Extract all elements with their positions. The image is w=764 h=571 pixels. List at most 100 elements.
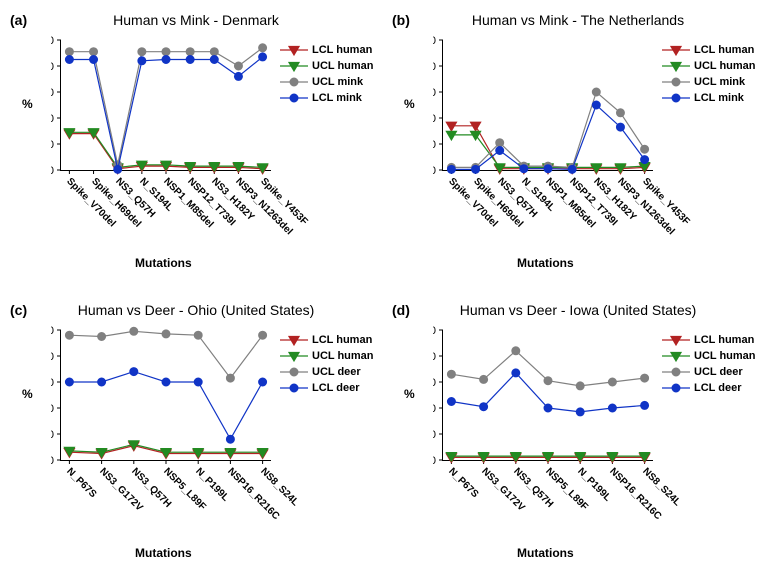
- ytick-label: 80: [51, 61, 54, 73]
- legend-swatch: [280, 90, 308, 106]
- ytick-label: 0: [51, 455, 54, 467]
- xtick-label: N_P67S: [65, 466, 99, 500]
- legend-item: LCL mink: [280, 90, 374, 106]
- panel-title: Human vs Deer - Ohio (United States): [10, 302, 382, 318]
- legend-swatch: [280, 364, 308, 380]
- legend-item: LCL deer: [280, 380, 374, 396]
- legend-swatch: [280, 380, 308, 396]
- chart-panel: (a) Human vs Mink - Denmark 020406080100…: [10, 8, 382, 278]
- legend-swatch: [662, 58, 690, 74]
- legend-item: LCL deer: [662, 380, 756, 396]
- legend-item: LCL human: [662, 42, 756, 58]
- ytick-label: 60: [433, 87, 436, 99]
- x-axis-label: Mutations: [517, 546, 574, 560]
- legend-swatch: [662, 90, 690, 106]
- legend-label: UCL deer: [312, 366, 361, 378]
- panel-title: Human vs Deer - Iowa (United States): [392, 302, 764, 318]
- legend-label: LCL deer: [694, 382, 741, 394]
- ytick-label: 80: [433, 351, 436, 363]
- legend-swatch: [662, 364, 690, 380]
- legend-label: LCL human: [694, 334, 754, 346]
- ytick-label: 0: [433, 455, 436, 467]
- legend-item: LCL human: [662, 332, 756, 348]
- legend-label: LCL deer: [312, 382, 359, 394]
- ytick-label: 20: [433, 139, 436, 151]
- x-labels: Spike_V70delSpike_H69delNS3_Q57HN_S194LN…: [443, 40, 653, 170]
- legend-swatch: [280, 332, 308, 348]
- ytick-label: 20: [51, 429, 54, 441]
- ytick-label: 0: [433, 165, 436, 177]
- plot-area: 020406080100 Spike_V70delSpike_H69delNS3…: [60, 40, 271, 171]
- x-axis-label: Mutations: [517, 256, 574, 270]
- legend-swatch: [280, 42, 308, 58]
- legend-item: UCL deer: [662, 364, 756, 380]
- x-axis-label: Mutations: [135, 256, 192, 270]
- ytick-label: 100: [51, 325, 54, 337]
- legend-label: LCL mink: [694, 92, 744, 104]
- legend-label: UCL mink: [312, 76, 363, 88]
- legend-item: UCL mink: [280, 74, 374, 90]
- legend-label: UCL human: [312, 350, 374, 362]
- x-labels: N_P67SNS3_G172VNS3_Q57HNSP5_L89FN_P199LN…: [61, 330, 271, 460]
- x-axis-label: Mutations: [135, 546, 192, 560]
- x-labels: Spike_V70delSpike_H69delNS3_Q57HN_S194LN…: [61, 40, 271, 170]
- legend-swatch: [280, 74, 308, 90]
- y-axis-label: %: [404, 97, 415, 111]
- ytick-label: 40: [51, 403, 54, 415]
- y-axis-label: %: [22, 387, 33, 401]
- ytick-label: 40: [433, 113, 436, 125]
- legend-label: LCL human: [312, 334, 372, 346]
- legend-item: LCL mink: [662, 90, 756, 106]
- ytick-label: 20: [433, 429, 436, 441]
- legend-label: UCL human: [312, 60, 374, 72]
- xtick-label: N_P67S: [447, 466, 481, 500]
- y-axis-label: %: [22, 97, 33, 111]
- legend-item: UCL mink: [662, 74, 756, 90]
- legend-label: LCL human: [694, 44, 754, 56]
- legend-item: LCL human: [280, 42, 374, 58]
- ytick-label: 100: [51, 35, 54, 47]
- ytick-label: 60: [433, 377, 436, 389]
- ytick-label: 60: [51, 377, 54, 389]
- ytick-label: 20: [51, 139, 54, 151]
- legend-item: UCL human: [280, 348, 374, 364]
- legend-item: LCL human: [280, 332, 374, 348]
- legend-label: UCL human: [694, 60, 756, 72]
- ytick-label: 100: [433, 35, 436, 47]
- legend-item: UCL human: [662, 348, 756, 364]
- ytick-label: 40: [433, 403, 436, 415]
- panel-title: Human vs Mink - Denmark: [10, 12, 382, 28]
- y-axis-label: %: [404, 387, 415, 401]
- legend-swatch: [662, 348, 690, 364]
- plot-area: 020406080100 Spike_V70delSpike_H69delNS3…: [442, 40, 653, 171]
- legend-swatch: [662, 332, 690, 348]
- chart-panel: (c) Human vs Deer - Ohio (United States)…: [10, 298, 382, 568]
- legend-label: LCL human: [312, 44, 372, 56]
- legend-item: UCL human: [662, 58, 756, 74]
- legend: LCL human UCL human UCL deer LCL deer: [280, 332, 374, 396]
- legend-swatch: [662, 42, 690, 58]
- legend: LCL human UCL human UCL mink LCL mink: [280, 42, 374, 106]
- legend-item: UCL deer: [280, 364, 374, 380]
- panel-title: Human vs Mink - The Netherlands: [392, 12, 764, 28]
- ytick-label: 0: [51, 165, 54, 177]
- plot-area: 020406080100 N_P67SNS3_G172VNS3_Q57HNSP5…: [60, 330, 271, 461]
- legend: LCL human UCL human UCL mink LCL mink: [662, 42, 756, 106]
- legend-swatch: [280, 58, 308, 74]
- legend-item: UCL human: [280, 58, 374, 74]
- legend-label: UCL deer: [694, 366, 743, 378]
- plot-area: 020406080100 N_P67SNS3_G172VNS3_Q57HNSP5…: [442, 330, 653, 461]
- ytick-label: 40: [51, 113, 54, 125]
- ytick-label: 60: [51, 87, 54, 99]
- x-labels: N_P67SNS3_G172VNS3_Q57HNSP5_L89FN_P199LN…: [443, 330, 653, 460]
- ytick-label: 80: [51, 351, 54, 363]
- ytick-label: 80: [433, 61, 436, 73]
- chart-panel: (b) Human vs Mink - The Netherlands 0204…: [392, 8, 764, 278]
- chart-panel: (d) Human vs Deer - Iowa (United States)…: [392, 298, 764, 568]
- legend: LCL human UCL human UCL deer LCL deer: [662, 332, 756, 396]
- ytick-label: 100: [433, 325, 436, 337]
- legend-label: LCL mink: [312, 92, 362, 104]
- legend-swatch: [280, 348, 308, 364]
- legend-swatch: [662, 380, 690, 396]
- legend-label: UCL human: [694, 350, 756, 362]
